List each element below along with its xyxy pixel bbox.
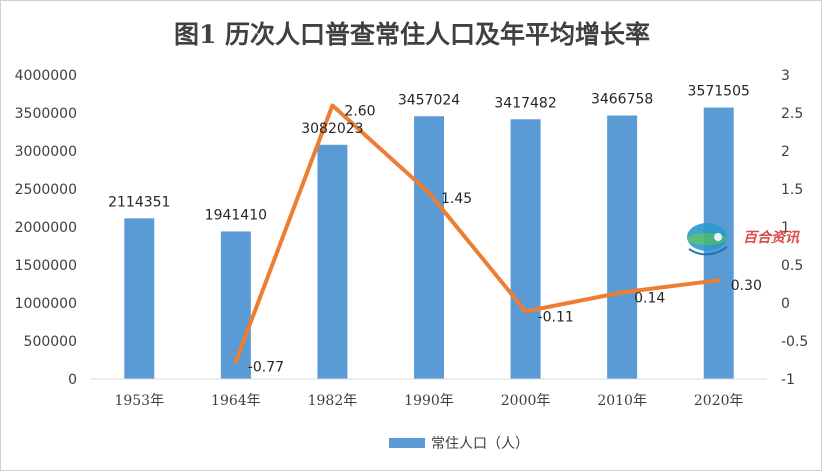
bar [510, 119, 541, 380]
y-right-tick-label: 1 [781, 220, 790, 236]
y-right-tick-label: 3 [781, 68, 790, 84]
line-data-label: -0.77 [248, 360, 284, 376]
legend-swatch [389, 438, 425, 448]
line-data-label: -0.11 [538, 309, 574, 325]
y-right-tick-label: 0.5 [781, 258, 803, 274]
bar-data-label: 1941410 [205, 207, 267, 223]
y-right-tick-label: 0 [781, 296, 790, 312]
legend: 常住人口（人） [389, 436, 529, 452]
labels-layer: 2114351 1941410 3082023 3457024 3417482 34667… [108, 84, 762, 376]
y-left-tick-label: 2500000 [15, 182, 77, 198]
y-left-tick-label: 3000000 [15, 144, 77, 160]
chart-title: 图1 历次人口普查常住人口及年平均增长率 [174, 20, 650, 49]
axes-layer: 0 500000 1000000 1500000 2000000 2500000 30000… [15, 68, 809, 409]
bar-data-label: 3082023 [301, 121, 363, 137]
bar-data-label: 3466758 [591, 92, 653, 108]
globe-logo-icon [687, 223, 728, 256]
line-data-label: 0.30 [731, 278, 762, 294]
bar [414, 116, 444, 379]
x-tick-label: 2000年 [501, 393, 551, 409]
y-left-tick-label: 500000 [24, 334, 77, 350]
line-data-label: 0.14 [634, 290, 665, 306]
watermark: 百合资讯 [687, 223, 800, 256]
x-tick-label: 2010年 [597, 393, 647, 409]
x-tick-label: 2020年 [694, 393, 744, 409]
line-data-label: 2.60 [344, 103, 375, 119]
y-left-tick-label: 2000000 [15, 220, 77, 236]
bar-data-label: 3417482 [494, 95, 556, 111]
bars-layer [124, 107, 734, 380]
bar-data-label: 2114351 [108, 194, 170, 210]
y-right-tick-label: 2 [781, 144, 790, 160]
y-right-tick-label: -1 [781, 372, 795, 388]
x-tick-label: 1964年 [211, 393, 261, 409]
bar [124, 218, 155, 379]
y-right-tick-label: 2.5 [781, 106, 803, 122]
y-left-tick-label: 3500000 [15, 106, 77, 122]
y-left-tick-label: 0 [68, 372, 77, 388]
y-left-tick-label: 4000000 [15, 68, 77, 84]
y-left-tick-label: 1000000 [15, 296, 77, 312]
bar-data-label: 3457024 [398, 92, 460, 108]
bar [317, 144, 348, 379]
growth-rate-line [233, 103, 721, 364]
legend-label: 常住人口（人） [431, 436, 529, 452]
bar [220, 231, 251, 379]
y-left-tick-label: 1500000 [15, 258, 77, 274]
line-layer [233, 103, 721, 364]
y-right-tick-label: -0.5 [781, 334, 808, 350]
y-right-tick-label: 1.5 [781, 182, 803, 198]
watermark-text: 百合资讯 [743, 229, 800, 246]
x-tick-label: 1982年 [308, 393, 358, 409]
bar [607, 115, 638, 379]
x-tick-label: 1953年 [114, 393, 164, 409]
line-data-label: 1.45 [441, 191, 472, 207]
bar-data-label: 3571505 [688, 84, 750, 100]
x-tick-label: 1990年 [404, 393, 454, 409]
